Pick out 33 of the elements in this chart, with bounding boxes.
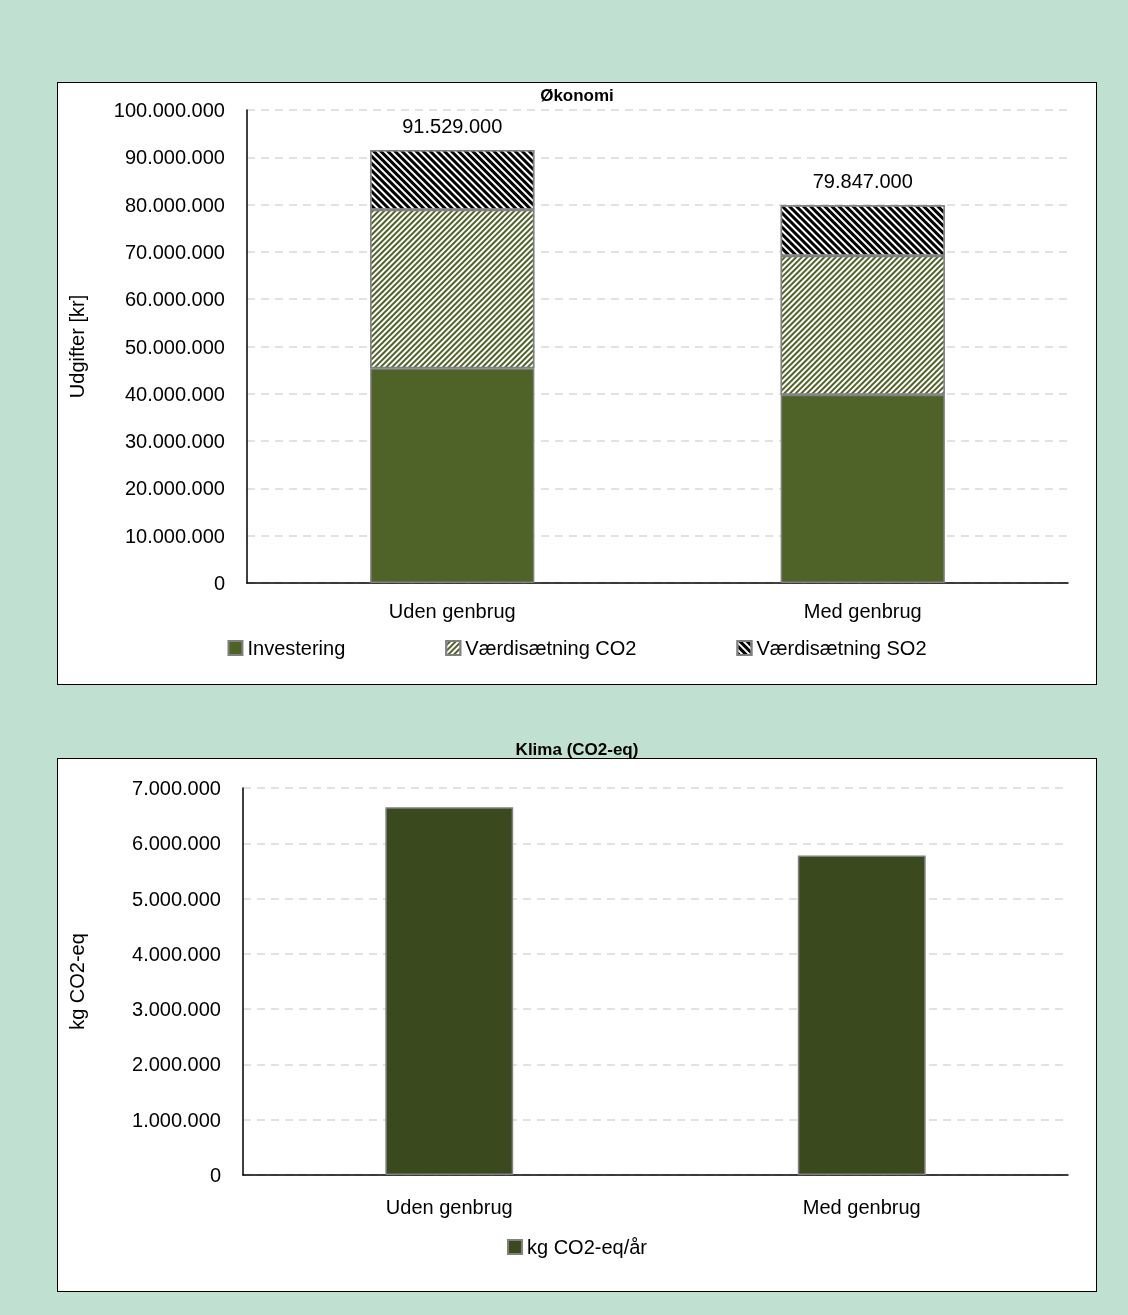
total-label: 79.847.000 [812, 170, 913, 193]
y-tick-label: 100.000.000 [113, 99, 225, 121]
y-tick-label: 40.000.000 [124, 382, 225, 405]
y-tick-label: 10.000.000 [124, 524, 225, 547]
y-tick-label: 6.000.000 [132, 832, 221, 855]
y-tick-label: 60.000.000 [124, 288, 225, 311]
y-tick-label: 70.000.000 [124, 240, 225, 263]
y-axis-title: kg CO2-eq [66, 933, 88, 1030]
y-tick-label: 80.000.000 [124, 193, 225, 216]
y-tick-label: 90.000.000 [124, 146, 225, 169]
x-tick-label: Uden genbrug [385, 1196, 513, 1218]
y-tick-label: 0 [209, 1164, 221, 1186]
legend-label: Investering [247, 637, 346, 659]
legend-label: Værdisætning SO2 [756, 637, 927, 659]
y-tick-label: 5.000.000 [132, 887, 221, 910]
x-tick-label: Med genbrug [802, 1196, 921, 1218]
x-tick-label: Med genbrug [803, 600, 922, 622]
y-tick-label: 3.000.000 [132, 998, 221, 1021]
x-tick-label: Uden genbrug [388, 600, 516, 622]
y-tick-label: 30.000.000 [124, 430, 225, 453]
legend-label: Værdisætning CO2 [465, 637, 637, 659]
y-tick-label: 0 [213, 572, 225, 594]
y-tick-label: 7.000.000 [132, 777, 221, 799]
legend-label: kg CO2-eq/år [526, 1236, 648, 1258]
y-tick-label: 2.000.000 [132, 1053, 221, 1076]
y-tick-label: 4.000.000 [132, 942, 221, 965]
y-tick-label: 1.000.000 [132, 1108, 221, 1131]
chart-title: Økonomi [540, 86, 614, 105]
y-tick-label: 50.000.000 [124, 335, 225, 358]
y-axis-title: Udgifter [kr] [66, 294, 88, 399]
total-label: 91.529.000 [402, 115, 503, 138]
y-tick-label: 20.000.000 [124, 477, 225, 500]
chart-title: Klima (CO2-eq) [515, 740, 639, 759]
